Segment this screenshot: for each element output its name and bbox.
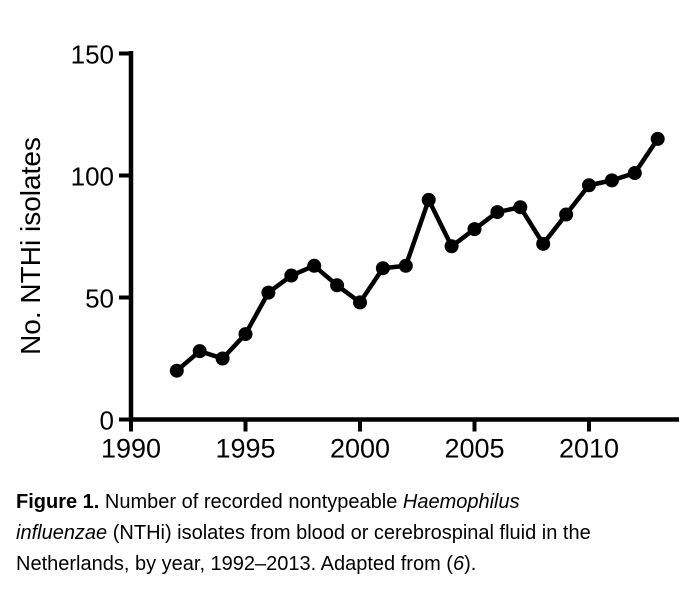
data-point [513,200,528,215]
data-point [467,222,482,237]
x-tick-label: 2010 [559,434,619,464]
caption-segment: influenzae [16,522,108,544]
data-point [490,205,505,220]
caption-segment: ). [464,553,477,575]
x-tick-label: 2005 [444,434,504,464]
data-point [536,236,551,251]
caption-line: Figure 1. Number of recorded nontypeable… [16,487,688,518]
y-axis-title: No. NTHi isolates [15,137,46,355]
data-point [284,268,299,283]
data-point [421,192,436,207]
caption-segment: Haemophilus [402,491,520,513]
y-tick-label: 150 [71,40,114,70]
data-point [627,166,642,181]
caption-line: Netherlands, by year, 1992–2013. Adapted… [16,549,688,580]
caption-segment: Netherlands, by year, 1992–2013. Adapted… [16,553,453,575]
data-point [192,344,207,359]
caption-segment: Figure 1. [16,491,100,513]
data-point [353,295,367,310]
caption-line: influenzae (NTHi) isolates from blood or… [16,518,688,549]
data-point [444,239,459,254]
data-point [559,207,574,222]
data-point [604,173,619,188]
y-tick-label: 0 [100,406,114,436]
data-point [375,261,390,276]
data-line [175,137,660,373]
chart-canvas: 0 50 100 150 1990 1995 2000 2005 2010 No. NTHi is… [15,40,679,464]
y-tick-label: 50 [85,284,114,314]
caption-segment: (NTHi) isolates from blood or cerebrospi… [107,522,591,544]
figure-caption: Figure 1. Number of recorded nontypeable… [16,487,688,580]
caption-segment: 6 [452,553,465,575]
data-point [238,327,253,342]
data-point [398,258,413,273]
data-point [261,285,276,300]
data-point [582,178,596,193]
y-tick-label: 100 [71,162,114,192]
data-point [307,258,322,273]
caption-segment: Number of recorded nontypeable [99,491,403,513]
nthi-line-chart: 0 50 100 150 1990 1995 2000 2005 2010 No. NTHi is… [15,40,679,464]
data-point [330,278,345,293]
x-tick-label: 1995 [215,434,275,464]
data-point [215,351,230,366]
data-point [650,131,665,146]
x-tick-label: 2000 [330,434,390,464]
x-tick-label: 1990 [101,434,161,464]
data-point [169,363,184,378]
